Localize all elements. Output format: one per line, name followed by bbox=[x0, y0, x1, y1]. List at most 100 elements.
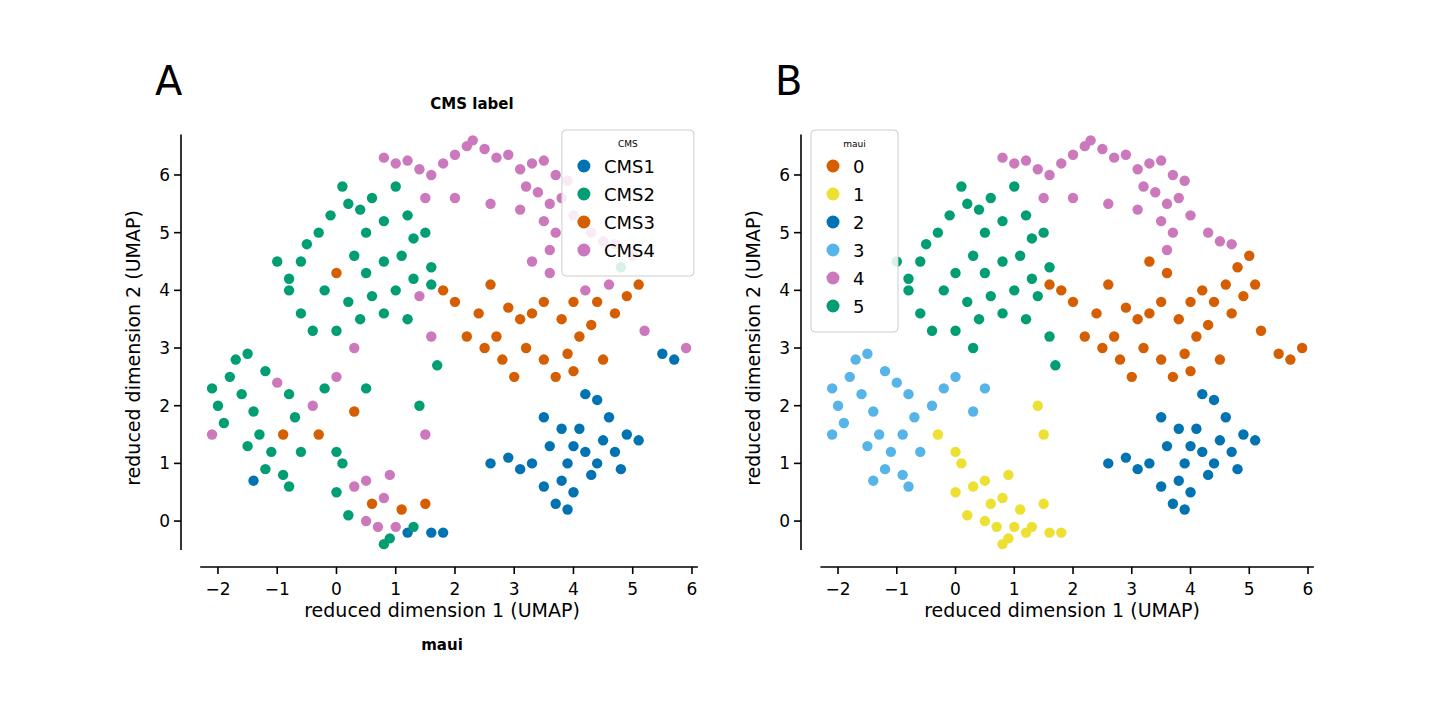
point bbox=[1033, 164, 1043, 174]
point bbox=[968, 481, 978, 491]
point bbox=[1156, 412, 1166, 422]
point bbox=[1144, 256, 1154, 266]
point bbox=[1038, 429, 1048, 439]
point bbox=[997, 256, 1007, 266]
point bbox=[1215, 435, 1225, 445]
point bbox=[515, 204, 525, 214]
point bbox=[1015, 504, 1025, 514]
point bbox=[1138, 181, 1148, 191]
point bbox=[308, 400, 318, 410]
point bbox=[349, 481, 359, 491]
series bbox=[1044, 251, 1307, 383]
y-axis bbox=[800, 135, 802, 550]
point bbox=[1185, 366, 1195, 376]
point bbox=[1109, 331, 1119, 341]
point bbox=[1121, 452, 1131, 462]
point bbox=[539, 216, 549, 226]
legend-title: CMS bbox=[618, 139, 638, 149]
point bbox=[207, 383, 217, 393]
point bbox=[503, 302, 513, 312]
point bbox=[868, 406, 878, 416]
point bbox=[1285, 354, 1295, 364]
point bbox=[915, 308, 925, 318]
point bbox=[574, 424, 584, 434]
point bbox=[266, 447, 276, 457]
point bbox=[586, 320, 596, 330]
point bbox=[314, 429, 324, 439]
point bbox=[1232, 262, 1242, 272]
point bbox=[236, 389, 246, 399]
point bbox=[527, 256, 537, 266]
legend-label: 4 bbox=[853, 268, 864, 289]
point bbox=[355, 314, 365, 324]
point bbox=[1174, 193, 1184, 203]
x-tick bbox=[837, 567, 839, 574]
x-tick-label: 3 bbox=[1126, 579, 1137, 599]
point bbox=[545, 199, 555, 209]
figure: ACMS label−2−101234560123456reduced dime… bbox=[0, 0, 1440, 720]
legend-label: 2 bbox=[853, 212, 864, 233]
point bbox=[349, 251, 359, 261]
point bbox=[980, 516, 990, 526]
point bbox=[314, 227, 324, 237]
point bbox=[927, 400, 937, 410]
point bbox=[1203, 227, 1213, 237]
x-tick-label: −1 bbox=[884, 579, 909, 599]
point bbox=[1138, 343, 1148, 353]
point bbox=[361, 268, 371, 278]
point bbox=[1226, 308, 1236, 318]
point bbox=[1156, 354, 1166, 364]
point bbox=[1027, 274, 1037, 284]
point bbox=[527, 458, 537, 468]
series bbox=[1103, 389, 1260, 515]
point bbox=[426, 279, 436, 289]
legend: CMSCMS1CMS2CMS3CMS4 bbox=[562, 130, 694, 276]
point bbox=[402, 314, 412, 324]
x-tick-label: 0 bbox=[331, 579, 342, 599]
point bbox=[980, 268, 990, 278]
point bbox=[604, 412, 614, 422]
legend-marker bbox=[827, 160, 840, 173]
point bbox=[408, 274, 418, 284]
point bbox=[533, 187, 543, 197]
point bbox=[272, 256, 282, 266]
point bbox=[1185, 487, 1195, 497]
point bbox=[450, 297, 460, 307]
legend-marker bbox=[577, 160, 590, 173]
point bbox=[361, 475, 371, 485]
x-tick-label: 2 bbox=[450, 579, 461, 599]
point bbox=[1021, 155, 1031, 165]
x-tick bbox=[513, 567, 515, 574]
point bbox=[980, 227, 990, 237]
point bbox=[1297, 343, 1307, 353]
point bbox=[539, 297, 549, 307]
point bbox=[1203, 320, 1213, 330]
point bbox=[1162, 199, 1172, 209]
point bbox=[408, 233, 418, 243]
point bbox=[880, 366, 890, 376]
x-tick-label: 4 bbox=[1185, 579, 1196, 599]
point bbox=[1085, 135, 1095, 145]
point bbox=[426, 527, 436, 537]
point bbox=[968, 406, 978, 416]
point bbox=[207, 429, 217, 439]
point bbox=[1197, 447, 1207, 457]
point bbox=[986, 499, 996, 509]
point bbox=[343, 510, 353, 520]
point bbox=[568, 366, 578, 376]
point bbox=[515, 464, 525, 474]
y-tick-label: 3 bbox=[159, 338, 170, 358]
point bbox=[1168, 372, 1178, 382]
point bbox=[260, 366, 270, 376]
x-tick-label: 5 bbox=[1244, 579, 1255, 599]
point bbox=[296, 447, 306, 457]
point bbox=[426, 262, 436, 272]
point bbox=[408, 522, 418, 532]
point bbox=[248, 475, 258, 485]
point bbox=[485, 458, 495, 468]
point bbox=[391, 522, 401, 532]
x-tick-label: 4 bbox=[568, 579, 579, 599]
point bbox=[1144, 158, 1154, 168]
x-tick bbox=[1013, 567, 1015, 574]
point bbox=[1009, 285, 1019, 295]
